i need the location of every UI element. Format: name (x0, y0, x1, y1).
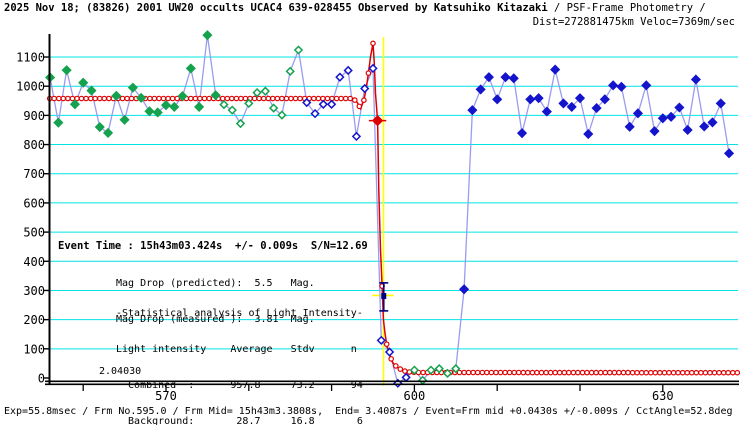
mag-drop-block: Mag Drop (predicted): 5.5 Mag. Mag Drop … (116, 254, 315, 350)
stats-background-row: Background: 28.7 16.8 6 (116, 416, 363, 425)
mag-drop-predicted: Mag Drop (predicted): 5.5 Mag. (116, 278, 315, 289)
mag-drop-measured: Mag Drop (measured ): 3.81 Mag. (116, 314, 315, 325)
svg-text:600: 600 (404, 389, 426, 403)
svg-text:0: 0 (38, 372, 45, 386)
svg-text:570: 570 (155, 389, 177, 403)
svg-text:600: 600 (23, 196, 45, 210)
svg-text:200: 200 (23, 313, 45, 327)
stats-header: -Statistical analysis of Light Intensity… (116, 308, 363, 319)
svg-text:300: 300 (23, 284, 45, 298)
svg-text:1100: 1100 (16, 51, 45, 65)
svg-text:700: 700 (23, 167, 45, 181)
title-subline: Dist=272881475km Veloc=7369m/sec (532, 16, 735, 28)
svg-text:800: 800 (23, 138, 45, 152)
svg-text:1000: 1000 (16, 80, 45, 94)
svg-text:900: 900 (23, 109, 45, 123)
footer-status-line: Exp=55.8msec / Frm No.595.0 / Frm Mid= 1… (4, 406, 733, 417)
svg-text:100: 100 (23, 342, 45, 356)
stats-combined-row: Combined : 957.8 73.2 94 (116, 380, 363, 391)
title-method: / PSF-Frame Photometry / (547, 2, 706, 14)
event-time-line: Event Time : 15h43m03.424s +/- 0.009s S/… (58, 240, 368, 252)
extra-value: 2.04030 (99, 366, 142, 377)
svg-text:500: 500 (23, 226, 45, 240)
page-title: 2025 Nov 18; (83826) 2001 UW20 occults U… (4, 2, 706, 14)
title-main: 2025 Nov 18; (83826) 2001 UW20 occults U… (4, 2, 548, 14)
stats-columns: Light intensity Average Stdv n (116, 344, 357, 355)
svg-text:400: 400 (23, 255, 45, 269)
statistical-analysis-block: -Statistical analysis of Light Intensity… (116, 284, 375, 425)
svg-text:630: 630 (652, 389, 674, 403)
